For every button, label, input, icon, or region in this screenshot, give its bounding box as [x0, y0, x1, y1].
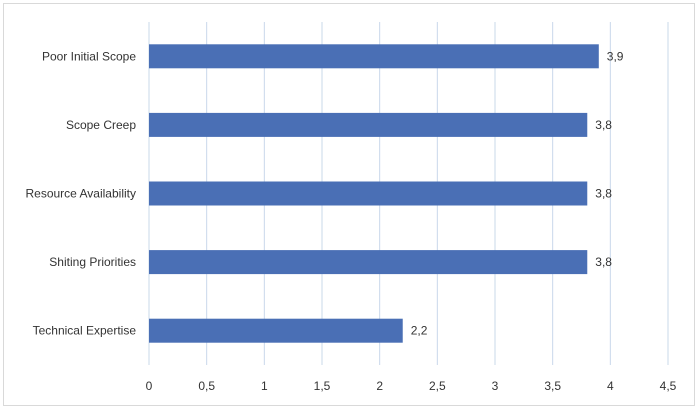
x-tick-label: 1,5	[314, 379, 331, 393]
x-tick-label: 0,5	[198, 379, 215, 393]
category-label: Poor Initial Scope	[42, 49, 136, 63]
x-tick-label: 1	[261, 379, 268, 393]
gridlines	[148, 22, 669, 365]
x-tick-label: 3,5	[544, 379, 561, 393]
category-label: Technical Expertise	[33, 324, 137, 338]
bar	[149, 250, 588, 275]
data-labels: 3,9 3,8 3,8 3,8 2,2	[411, 49, 624, 337]
x-tick-label: 2,5	[429, 379, 446, 393]
category-label: Shiting Priorities	[49, 255, 136, 269]
category-label: Scope Creep	[66, 118, 136, 132]
x-tick-label: 4,5	[660, 379, 677, 393]
bar	[149, 44, 599, 69]
bars	[149, 44, 599, 343]
category-label: Resource Availability	[25, 187, 136, 201]
data-label: 3,8	[595, 118, 612, 132]
bar	[149, 112, 588, 137]
data-label: 3,9	[607, 49, 624, 63]
data-label: 2,2	[411, 324, 428, 338]
x-tick-label: 2	[376, 379, 383, 393]
data-label: 3,8	[595, 187, 612, 201]
x-axis-tick-labels: 0 0,5 1 1,5 2 2,5 3 3,5 4 4,5	[146, 379, 677, 393]
x-tick-label: 4	[607, 379, 614, 393]
x-tick-label: 0	[146, 379, 153, 393]
data-label: 3,8	[595, 255, 612, 269]
bar	[149, 181, 588, 206]
x-tick-label: 3	[492, 379, 499, 393]
bar	[149, 318, 403, 343]
category-labels: Poor Initial Scope Scope Creep Resource Av…	[25, 49, 136, 337]
